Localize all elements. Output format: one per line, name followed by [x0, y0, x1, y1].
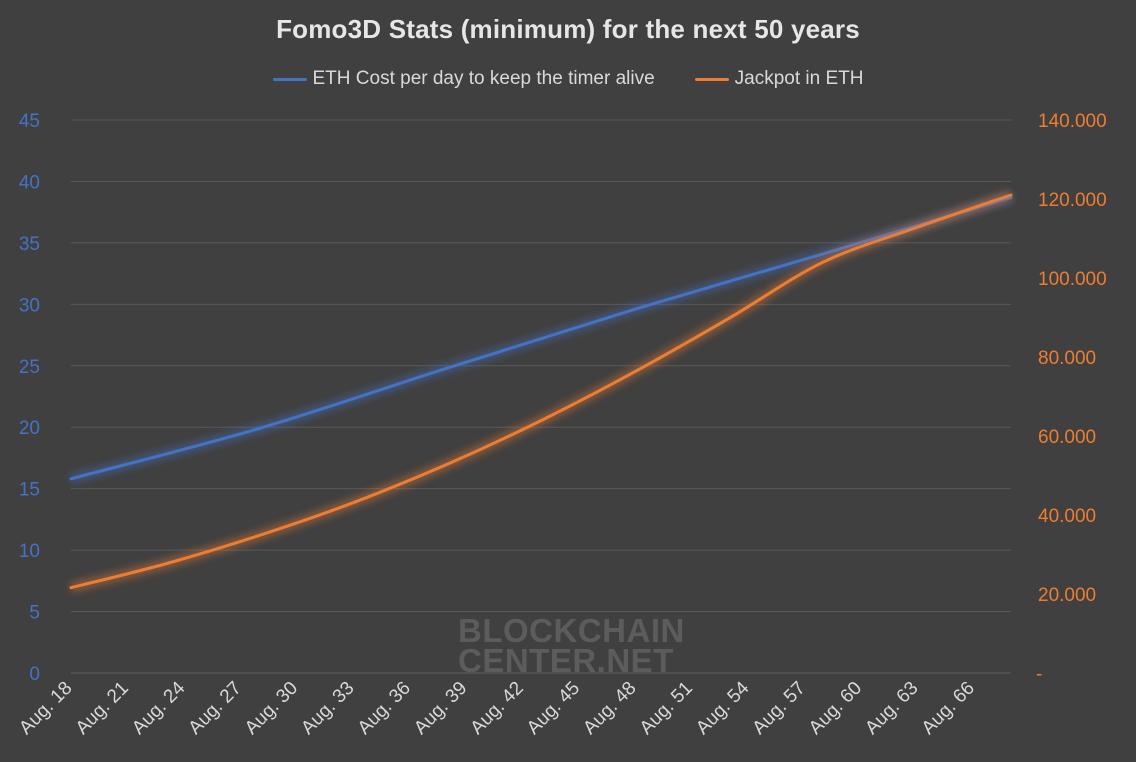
- x-tick-label: Aug. 27: [185, 678, 246, 739]
- right-tick-label: 40.000: [1038, 506, 1096, 527]
- x-tick-label: Aug. 63: [861, 678, 922, 739]
- x-tick-label: Aug. 57: [749, 678, 810, 739]
- right-tick-label: 120.000: [1038, 190, 1107, 211]
- left-tick-label: 5: [29, 603, 40, 624]
- x-tick-label: Aug. 54: [692, 677, 753, 738]
- x-tick-label: Aug. 66: [918, 678, 979, 739]
- legend-label-eth-cost: ETH Cost per day to keep the timer alive: [312, 68, 655, 89]
- right-tick-label: 60.000: [1038, 427, 1096, 448]
- x-tick-label: Aug. 36: [354, 678, 415, 739]
- left-tick-label: 15: [19, 480, 40, 501]
- x-tick-label: Aug. 60: [805, 678, 866, 739]
- x-tick-label: Aug. 21: [72, 678, 133, 739]
- right-tick-label: 80.000: [1038, 348, 1096, 369]
- legend-entry-jackpot: Jackpot in ETH: [694, 68, 864, 90]
- x-tick-label: Aug. 24: [128, 677, 189, 738]
- x-tick-label: Aug. 48: [579, 678, 640, 739]
- left-tick-label: 0: [29, 664, 40, 685]
- watermark-line-1: BLOCKCHAIN: [458, 612, 685, 649]
- watermark-line-2: CENTER.NET: [458, 642, 674, 679]
- chart-title: Fomo3D Stats (minimum) for the next 50 y…: [276, 14, 860, 44]
- left-tick-label: 30: [19, 295, 40, 316]
- left-tick-label: 20: [19, 418, 40, 439]
- series-line-jackpot: [69, 193, 1013, 590]
- right-tick-label: 100.000: [1038, 269, 1107, 290]
- left-tick-label: 45: [19, 111, 40, 132]
- left-tick-label: 25: [19, 357, 40, 378]
- left-tick-label: 35: [19, 234, 40, 255]
- x-tick-label: Aug. 51: [636, 678, 697, 739]
- x-tick-label: Aug. 33: [297, 678, 358, 739]
- x-tick-label: Aug. 18: [15, 678, 76, 739]
- right-tick-label: -: [1036, 664, 1042, 685]
- legend-entry-eth-cost: ETH Cost per day to keep the timer alive: [272, 68, 655, 90]
- x-tick-label: Aug. 39: [410, 678, 471, 739]
- legend-swatch-jackpot: [694, 77, 729, 81]
- legend-swatch-eth-cost: [272, 77, 307, 81]
- watermark-logo: BLOCKCHAIN CENTER.NET: [458, 612, 688, 679]
- right-tick-label: 140.000: [1038, 111, 1107, 132]
- x-tick-label: Aug. 42: [467, 678, 528, 739]
- left-tick-label: 40: [19, 172, 40, 193]
- x-tick-label: Aug. 45: [523, 678, 584, 739]
- right-tick-label: 20.000: [1038, 585, 1096, 606]
- x-tick-label: Aug. 30: [241, 678, 302, 739]
- left-tick-label: 10: [19, 541, 40, 562]
- series-line-glow-jackpot: [69, 190, 1013, 593]
- legend-label-jackpot: Jackpot in ETH: [734, 68, 864, 89]
- legend: ETH Cost per day to keep the timer alive…: [0, 68, 1136, 90]
